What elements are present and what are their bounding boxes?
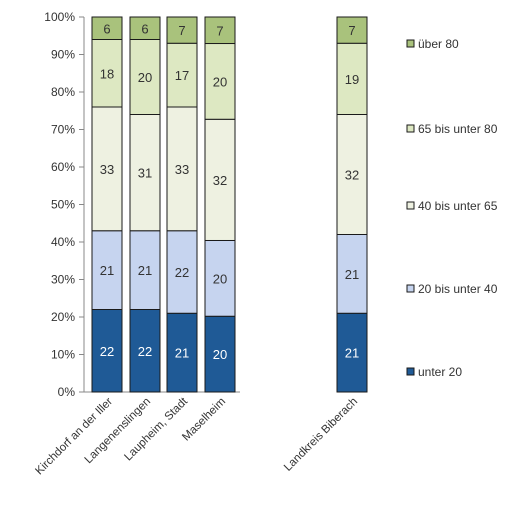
bar-segment-65-bis-unter-80 bbox=[129, 39, 161, 115]
legend-swatch-40-bis-unter-65 bbox=[406, 201, 415, 210]
data-label: 20 bbox=[213, 271, 227, 286]
bar-segment-ber-80 bbox=[129, 16, 161, 40]
x-axis-labels: Kirchdorf an der IllerLangenenslingenLau… bbox=[33, 395, 360, 477]
data-label: 32 bbox=[345, 168, 359, 183]
data-label: 33 bbox=[175, 162, 189, 177]
legend-swatch-unter-20 bbox=[406, 367, 415, 376]
data-label: 21 bbox=[175, 346, 189, 361]
bar-segment-40-bis-unter-65 bbox=[204, 118, 236, 241]
data-label: 22 bbox=[175, 265, 189, 280]
legend-label-20-bis-unter-40: 20 bis unter 40 bbox=[418, 282, 498, 296]
data-label: 6 bbox=[103, 21, 110, 36]
bar-segment-40-bis-unter-65 bbox=[166, 106, 198, 232]
legend-swatch-20-bis-unter-40 bbox=[406, 284, 415, 293]
bar-segment-40-bis-unter-65 bbox=[336, 114, 368, 235]
data-label: 6 bbox=[141, 21, 148, 36]
y-tick-label: 80% bbox=[51, 85, 75, 99]
bar-segment-20-bis-unter-40 bbox=[129, 230, 161, 310]
data-label: 20 bbox=[138, 70, 152, 85]
bar-segment-20-bis-unter-40 bbox=[204, 239, 236, 317]
y-tick-label: 60% bbox=[51, 160, 75, 174]
x-tick-label: Langenenslingen bbox=[83, 396, 153, 466]
data-label: 7 bbox=[348, 23, 355, 38]
bar-segment-unter-20 bbox=[166, 312, 198, 393]
data-label: 17 bbox=[175, 68, 189, 83]
y-tick-label: 0% bbox=[58, 385, 76, 399]
data-label: 33 bbox=[100, 162, 114, 177]
legend-label-40-bis-unter-65: 40 bis unter 65 bbox=[418, 199, 498, 213]
data-label: 7 bbox=[178, 23, 185, 38]
x-tick-label: Landkreis Biberach bbox=[282, 396, 360, 474]
legend-label-unter-20: unter 20 bbox=[418, 365, 462, 379]
y-tick-label: 40% bbox=[51, 235, 75, 249]
data-label: 22 bbox=[138, 344, 152, 359]
bar-segment-40-bis-unter-65 bbox=[91, 106, 123, 232]
bar-segment-65-bis-unter-80 bbox=[204, 43, 236, 120]
y-axis: 0% 10% 20% 30% 40% 50% 60% 70% 80% 90% 100% bbox=[44, 10, 240, 399]
bar-segment-ber-80 bbox=[204, 16, 236, 45]
bar-segment-20-bis-unter-40 bbox=[91, 230, 123, 310]
y-tick-label: 20% bbox=[51, 310, 75, 324]
data-label: 31 bbox=[138, 166, 152, 181]
legend-label-65-bis-unter-80: 65 bis unter 80 bbox=[418, 122, 498, 136]
y-tick-label: 100% bbox=[44, 10, 75, 24]
legend-swatch-65-bis-unter-80 bbox=[406, 124, 415, 133]
data-label: 21 bbox=[100, 263, 114, 278]
legend: über 80 65 bis unter 80 40 bis unter 65 20 … bbox=[406, 37, 498, 379]
y-tick-label: 70% bbox=[51, 123, 75, 137]
bar-segment-65-bis-unter-80 bbox=[336, 42, 368, 115]
bar-segment-65-bis-unter-80 bbox=[91, 39, 123, 108]
bar-segment-unter-20 bbox=[91, 309, 123, 393]
data-label: 32 bbox=[213, 173, 227, 188]
bar-segment-ber-80 bbox=[166, 16, 198, 44]
data-label: 21 bbox=[345, 346, 359, 361]
bar-segment-unter-20 bbox=[204, 315, 236, 393]
data-label: 7 bbox=[216, 23, 223, 38]
y-tick-label: 90% bbox=[51, 48, 75, 62]
legend-label-ber-80: über 80 bbox=[418, 37, 459, 51]
y-tick-label: 30% bbox=[51, 273, 75, 287]
bar-segment-unter-20 bbox=[129, 309, 161, 393]
bar-segment-20-bis-unter-40 bbox=[166, 230, 198, 314]
legend-swatch-ber-80 bbox=[406, 39, 415, 48]
data-label: 21 bbox=[138, 263, 152, 278]
bar-segment-ber-80 bbox=[336, 16, 368, 44]
data-label: 18 bbox=[100, 66, 114, 81]
data-label: 21 bbox=[345, 267, 359, 282]
data-label: 19 bbox=[345, 72, 359, 87]
y-tick-label: 50% bbox=[51, 198, 75, 212]
data-label: 20 bbox=[213, 347, 227, 362]
x-tick-label: Laupheim, Stadt bbox=[122, 395, 190, 463]
y-tick-label: 10% bbox=[51, 348, 75, 362]
bar-segment-ber-80 bbox=[91, 16, 123, 40]
data-label: 22 bbox=[100, 344, 114, 359]
data-label: 20 bbox=[213, 74, 227, 89]
bars-group: 22 21 33 18 6 22 21 31 20 6 21 22 33 17 7 20 20 32 20 7 21 21… bbox=[91, 16, 368, 393]
